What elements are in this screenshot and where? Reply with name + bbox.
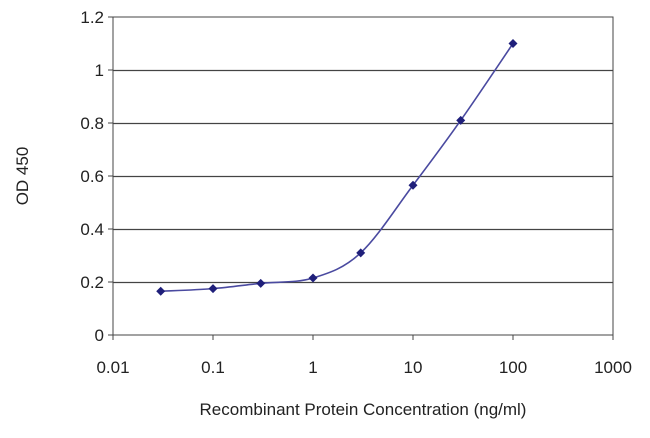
x-axis: 0.01 0.1 1 10 100 1000 xyxy=(96,335,632,377)
series-line xyxy=(160,43,514,293)
y-tick-label: 0.4 xyxy=(80,220,104,239)
data-point-marker xyxy=(308,273,318,283)
y-tick-label: 0.6 xyxy=(80,167,104,186)
grid-lines xyxy=(113,69,613,284)
data-point-marker xyxy=(208,284,218,294)
data-point-marker xyxy=(156,286,166,296)
y-tick-label: 0.2 xyxy=(80,273,104,292)
y-tick-label: 1 xyxy=(95,61,104,80)
y-axis: 0 0.2 0.4 0.6 0.8 1 1.2 xyxy=(80,8,113,345)
y-tick-label: 1.2 xyxy=(80,8,104,27)
x-tick-label: 1000 xyxy=(594,358,632,377)
x-tick-label: 10 xyxy=(404,358,423,377)
x-axis-title: Recombinant Protein Concentration (ng/ml… xyxy=(200,400,527,419)
series-group xyxy=(156,39,518,296)
y-tick-label: 0 xyxy=(95,326,104,345)
y-tick-label: 0.8 xyxy=(80,114,104,133)
data-point-marker xyxy=(508,39,518,48)
x-tick-label: 0.01 xyxy=(96,358,129,377)
data-point-marker xyxy=(456,115,466,125)
data-point-marker xyxy=(408,180,418,190)
y-axis-title: OD 450 xyxy=(13,147,32,206)
x-tick-label: 0.1 xyxy=(201,358,225,377)
data-point-marker xyxy=(256,278,266,288)
data-point-marker xyxy=(356,248,366,258)
x-tick-label: 100 xyxy=(499,358,527,377)
x-tick-label: 1 xyxy=(308,358,317,377)
